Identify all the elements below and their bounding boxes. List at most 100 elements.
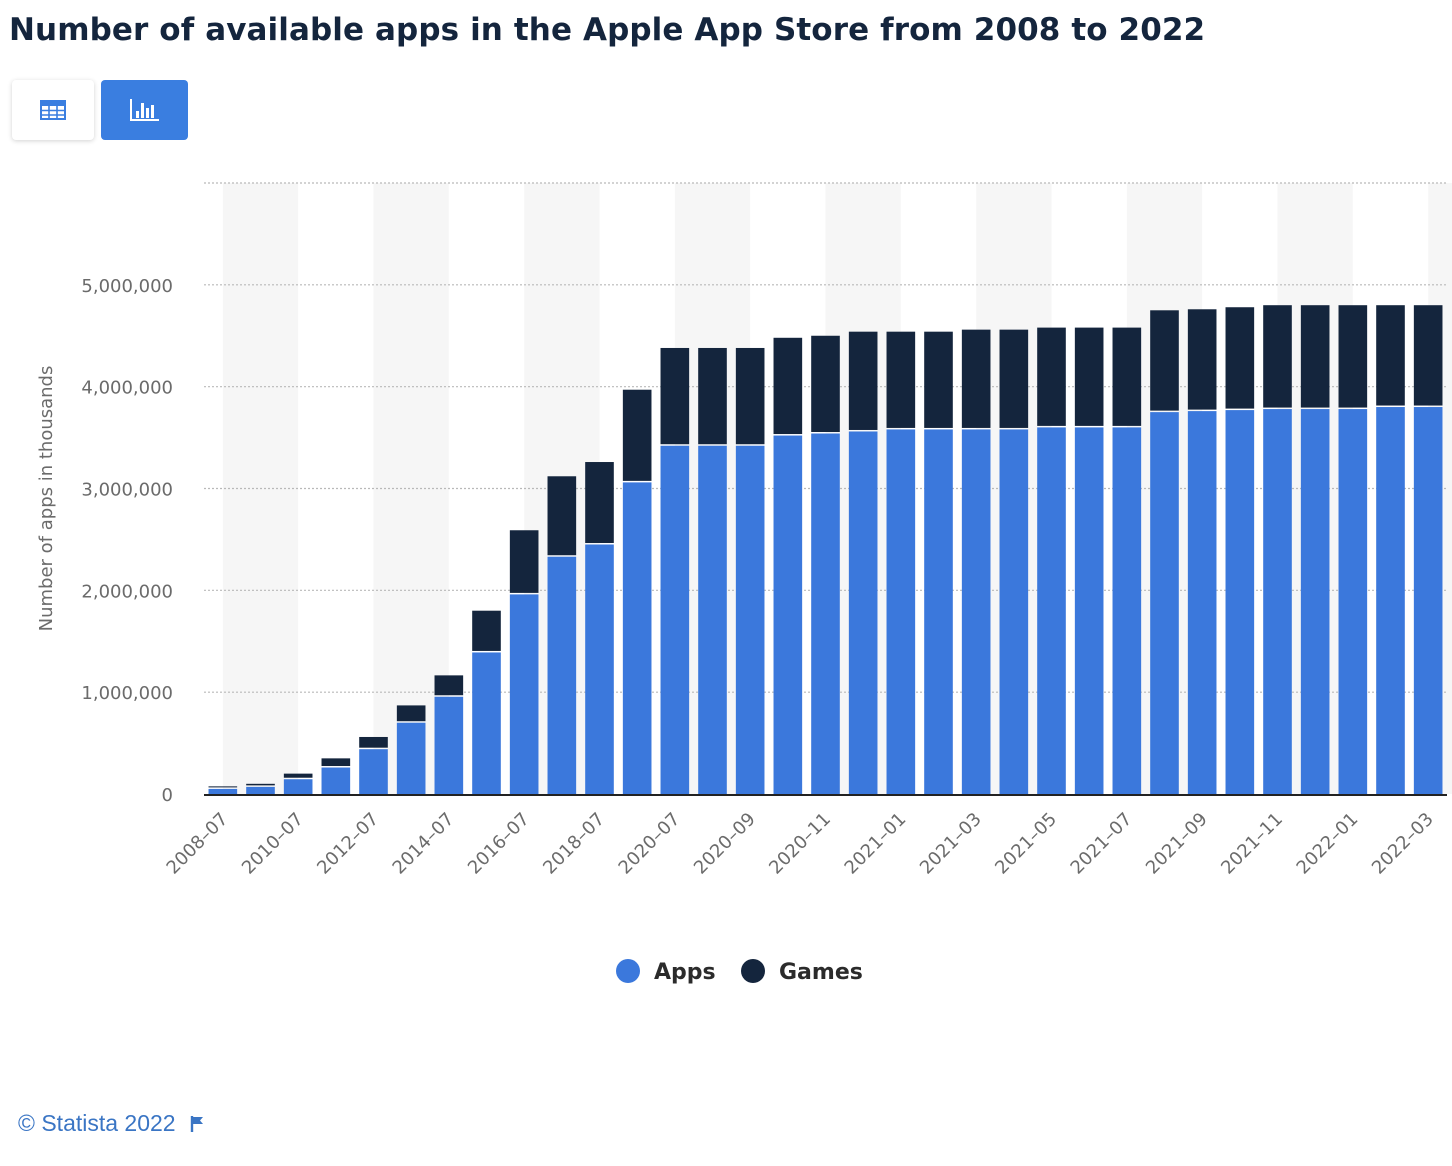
bar-games	[1187, 309, 1217, 410]
bar-apps	[1263, 409, 1292, 794]
bar-games	[359, 736, 388, 748]
footer: © Statista 2022	[18, 1110, 204, 1137]
bar-apps	[472, 652, 501, 794]
bar-apps	[735, 445, 765, 794]
x-tick-label: 2022–01	[1293, 809, 1363, 879]
bar-apps	[622, 482, 652, 794]
chart-view-button[interactable]	[101, 80, 188, 140]
bar-apps	[698, 445, 727, 794]
x-tick-label: 2014–07	[389, 809, 459, 879]
bar-games	[283, 773, 313, 778]
bar-apps	[585, 544, 614, 794]
bar-games	[1263, 305, 1292, 408]
x-tick-label: 2021–01	[841, 809, 911, 879]
flag-icon[interactable]	[190, 1115, 204, 1133]
bar-games	[622, 389, 652, 481]
bar-games	[585, 462, 614, 544]
bar-apps	[1225, 410, 1255, 794]
bar-games	[999, 329, 1029, 428]
bar-games	[1112, 327, 1142, 426]
bar-apps	[848, 431, 878, 794]
copyright-text[interactable]: © Statista 2022	[18, 1110, 176, 1136]
bar-chart-icon	[129, 99, 159, 121]
bar-games	[472, 610, 501, 651]
bar-games	[660, 347, 690, 445]
bar-apps	[1376, 407, 1405, 794]
y-tick-label: 4,000,000	[81, 378, 173, 399]
bar-apps	[434, 696, 464, 794]
bar-apps	[321, 767, 351, 794]
bar-games	[1037, 327, 1066, 426]
x-tick-label: 2021–07	[1067, 809, 1137, 879]
y-tick-label: 3,000,000	[81, 480, 173, 501]
bar-apps	[924, 429, 953, 794]
x-tick-label: 2022–03	[1368, 809, 1438, 879]
bar-apps	[999, 429, 1029, 794]
legend-marker-apps	[616, 959, 640, 983]
bar-apps	[1150, 412, 1179, 794]
x-tick-label: 2021–03	[916, 809, 986, 879]
bar-apps	[1338, 409, 1368, 794]
table-view-button[interactable]	[12, 80, 94, 140]
bar-apps	[359, 749, 388, 794]
x-tick-label: 2020–09	[690, 809, 760, 879]
page-title: Number of available apps in the Apple Ap…	[9, 12, 1206, 48]
bar-apps	[1112, 427, 1142, 794]
bar-games	[434, 675, 464, 696]
bar-apps	[660, 445, 690, 794]
bar-apps	[1413, 407, 1443, 794]
bar-games	[735, 347, 765, 445]
y-axis-title: Number of apps in thousands	[36, 366, 57, 632]
x-tick-label: 2021–09	[1142, 809, 1212, 879]
bar-games	[1074, 327, 1104, 426]
x-tick-label: 2010–07	[238, 809, 308, 879]
bar-games	[961, 329, 991, 428]
bar-apps	[1074, 427, 1104, 794]
y-tick-label: 1,000,000	[81, 683, 173, 704]
bar-games	[246, 783, 275, 786]
bar-apps	[1187, 411, 1217, 794]
bar-apps	[283, 779, 313, 794]
bar-games	[773, 337, 803, 435]
bar-apps	[509, 594, 539, 794]
y-tick-label: 2,000,000	[81, 581, 173, 602]
bar-games	[1300, 305, 1330, 408]
legend-label-apps: Apps	[654, 960, 716, 985]
y-tick-label: 0	[162, 785, 173, 806]
bar-games	[1413, 305, 1443, 406]
bar-apps	[547, 556, 577, 794]
bar-games	[1338, 305, 1368, 408]
x-tick-label: 2008–07	[163, 809, 233, 879]
bar-games	[321, 758, 351, 767]
legend-label-games: Games	[779, 960, 863, 985]
bar-games	[547, 476, 577, 556]
bar-games	[1225, 307, 1255, 409]
bar-apps	[246, 786, 275, 794]
bar-apps	[961, 429, 991, 794]
bar-games	[396, 705, 426, 722]
bar-apps	[811, 433, 840, 794]
bar-apps	[1300, 409, 1330, 794]
bar-games	[1150, 310, 1179, 411]
y-tick-label: 5,000,000	[81, 276, 173, 297]
bar-games	[509, 530, 539, 593]
bar-games	[1376, 305, 1405, 406]
x-tick-label: 2016–07	[464, 809, 534, 879]
x-tick-label: 2020–07	[615, 809, 685, 879]
x-tick-label: 2021–05	[991, 809, 1061, 879]
bar-apps	[886, 429, 916, 794]
x-tick-label: 2020–11	[765, 809, 835, 879]
bar-games	[698, 347, 727, 445]
bar-apps	[1037, 427, 1066, 794]
bar-apps	[208, 788, 238, 794]
x-tick-label: 2012–07	[313, 809, 383, 879]
bar-games	[848, 331, 878, 430]
x-tick-label: 2021–11	[1217, 809, 1287, 879]
bar-games	[886, 331, 916, 428]
bar-apps	[396, 722, 426, 794]
legend-marker-games	[741, 959, 765, 983]
bar-chart: 0 1,000,000 2,000,000 3,000,000 4,000,000 5,0…	[36, 182, 1452, 985]
table-icon	[40, 100, 66, 120]
bar-apps	[773, 435, 803, 794]
bar-games	[811, 335, 840, 433]
